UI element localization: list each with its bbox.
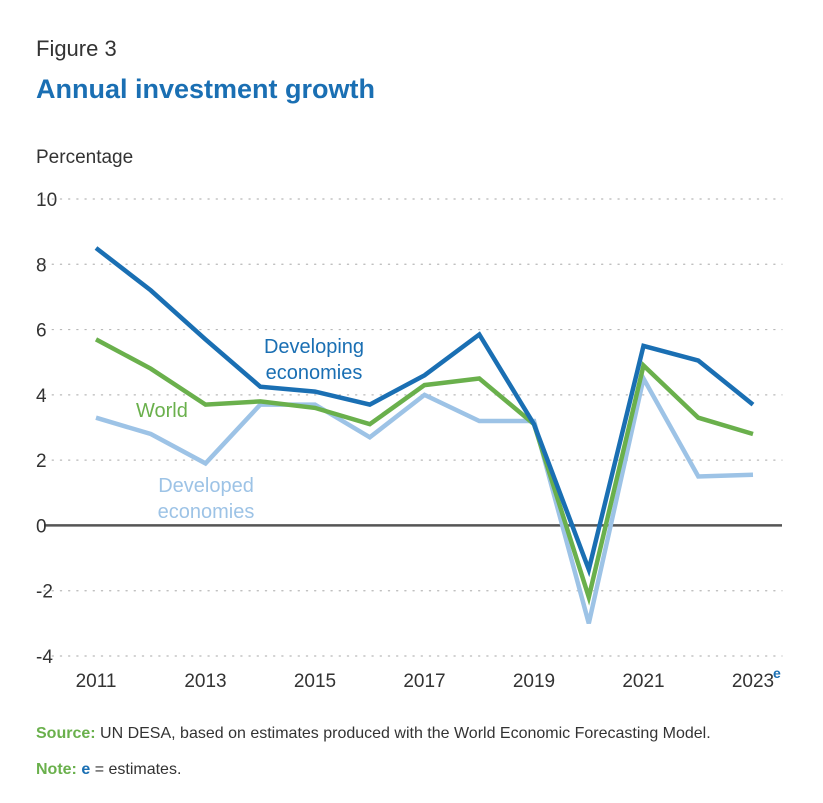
x-tick-label: 2011	[76, 671, 117, 692]
series-line-world	[94, 337, 754, 606]
y-tick-label: -2	[36, 582, 53, 603]
y-axis-label: Percentage	[36, 147, 134, 168]
x-tick-label: 2017	[403, 671, 445, 692]
source-note: Source: UN DESA, based on estimates prod…	[36, 725, 711, 743]
source-text: UN DESA, based on estimates produced wit…	[95, 725, 711, 742]
note-label: Note:	[36, 761, 77, 778]
series-label-developed-economies: Developed	[158, 475, 254, 497]
x-tick-label: 2023	[732, 671, 774, 692]
source-label: Source:	[36, 725, 96, 742]
note-text: = estimates.	[90, 761, 182, 778]
note-e-marker: e	[81, 761, 91, 778]
y-tick-label: 2	[36, 451, 47, 472]
footnote: Note: e = estimates.	[36, 761, 181, 779]
x-tick-label: 2021	[622, 671, 664, 692]
x-tick-estimate-marker: e	[773, 665, 781, 681]
series-label-world: World	[136, 400, 188, 422]
y-tick-label: 10	[36, 190, 57, 211]
series-label-developed-economies: economies	[158, 501, 255, 523]
series-line-developed-economies	[95, 372, 754, 624]
chart-title: Annual investment growth	[36, 74, 376, 104]
x-tick-label: 2015	[294, 671, 336, 692]
series-label-developing-economies: Developing	[264, 336, 364, 358]
series-line-developing-economies	[94, 246, 755, 578]
y-tick-label: 0	[36, 516, 47, 537]
x-tick-label: 2013	[184, 671, 226, 692]
figure-label: Figure 3	[36, 36, 117, 61]
y-tick-label: -4	[36, 647, 53, 668]
y-tick-label: 6	[36, 321, 47, 342]
y-tick-label: 4	[36, 386, 47, 407]
x-tick-label: 2019	[513, 671, 555, 692]
y-tick-label: 8	[36, 255, 47, 276]
series-label-developing-economies: economies	[266, 362, 363, 384]
